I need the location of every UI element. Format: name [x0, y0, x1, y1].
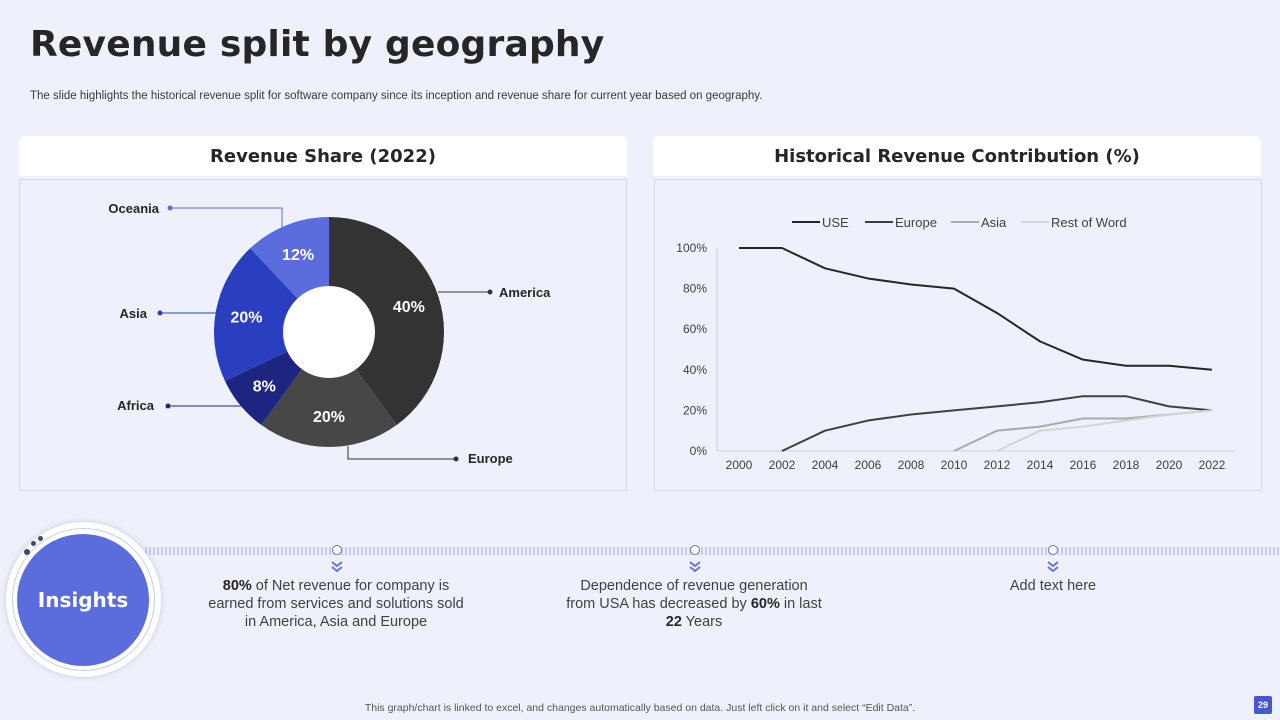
y-tick-label: 20%	[683, 403, 707, 417]
series-line-rest-of-word[interactable]	[996, 409, 1213, 452]
leader-dot-asia	[157, 310, 163, 316]
legend-label-use: USE	[822, 215, 849, 230]
y-tick-label: 80%	[683, 282, 707, 296]
chevron-down-icon	[331, 561, 343, 573]
pie-value-label-oceania: 12%	[282, 247, 314, 264]
insights-badge: Insights	[17, 534, 149, 666]
leader-line-europe	[347, 446, 456, 460]
x-tick-label: 2014	[1027, 458, 1054, 472]
x-tick-label: 2008	[898, 458, 925, 472]
x-tick-label: 2016	[1070, 458, 1097, 472]
leader-dot-america	[487, 289, 493, 295]
x-tick-label: 2018	[1113, 458, 1140, 472]
decor-dot	[38, 536, 43, 541]
decor-dot	[31, 541, 36, 546]
series-line-use[interactable]	[739, 247, 1213, 371]
chevron-down-icon	[1047, 561, 1059, 573]
pie-value-label-asia: 20%	[230, 309, 262, 326]
historical-contribution-heading: Historical Revenue Contribution (%)	[653, 136, 1261, 176]
pie-category-label-oceania: Oceania	[108, 201, 159, 216]
y-tick-label: 0%	[690, 444, 708, 458]
pie-value-label-europe: 20%	[313, 409, 345, 426]
x-tick-label: 2022	[1199, 458, 1226, 472]
series-line-europe[interactable]	[781, 395, 1213, 452]
insight-text-1: 80% of Net revenue for company is earned…	[208, 578, 464, 630]
leader-dot-oceania	[167, 205, 173, 211]
x-tick-label: 2012	[984, 458, 1011, 472]
x-tick-label: 2020	[1156, 458, 1183, 472]
insights-badge-ring	[12, 528, 155, 671]
legend-label-rest-of-word: Rest of Word	[1051, 215, 1127, 230]
pie-slice-america[interactable]	[329, 217, 444, 426]
timeline-marker	[690, 545, 700, 555]
donut-hole	[283, 286, 375, 378]
insight-text-2: Dependence of revenue generation from US…	[566, 578, 822, 630]
pie-category-label-europe: Europe	[468, 451, 513, 466]
legend-label-europe: Europe	[895, 215, 937, 230]
footer-note: This graph/chart is linked to excel, and…	[364, 702, 916, 714]
leader-line-oceania	[170, 207, 283, 230]
y-tick-label: 100%	[676, 241, 707, 255]
series-line-asia[interactable]	[953, 409, 1213, 452]
x-tick-label: 2004	[812, 458, 839, 472]
y-tick-label: 40%	[683, 363, 707, 377]
leader-dot-africa	[165, 403, 171, 409]
chevron-down-icon	[689, 561, 701, 573]
x-tick-label: 2000	[726, 458, 753, 472]
legend-label-asia: Asia	[981, 215, 1007, 230]
pie-category-label-asia: Asia	[120, 306, 148, 321]
leader-dot-europe	[453, 456, 459, 462]
x-tick-label: 2010	[941, 458, 968, 472]
pie-value-label-africa: 8%	[253, 379, 276, 396]
page-number: 29	[1254, 696, 1272, 714]
pie-slice-asia[interactable]	[214, 248, 329, 381]
donut-chart[interactable]: 40% 20% 8% 20% 12% America Europe Africa Asia Oc…	[20, 180, 626, 490]
historical-contribution-chart-panel[interactable]: USE Europe Asia Rest of Word 0% 20% 40% 60% 80%…	[654, 179, 1262, 491]
revenue-share-heading: Revenue Share (2022)	[19, 136, 627, 176]
timeline-marker	[332, 545, 342, 555]
insights-timeline	[145, 547, 1280, 555]
timeline-marker	[1048, 545, 1058, 555]
insight-text-3: Add text here	[1009, 578, 1097, 594]
slide-title: Revenue split by geography	[30, 24, 605, 65]
decor-dot	[24, 549, 30, 555]
revenue-share-chart-panel[interactable]: 40% 20% 8% 20% 12% America Europe Africa Asia Oc…	[19, 179, 627, 491]
slide-subtitle: The slide highlights the historical reve…	[30, 90, 763, 102]
x-tick-label: 2006	[855, 458, 882, 472]
pie-value-label-america: 40%	[393, 299, 425, 316]
line-chart[interactable]: USE Europe Asia Rest of Word 0% 20% 40% 60% 80%…	[655, 180, 1261, 490]
pie-category-label-america: America	[499, 285, 551, 300]
x-tick-label: 2002	[769, 458, 796, 472]
pie-slice-europe[interactable]	[261, 332, 397, 448]
y-tick-label: 60%	[683, 322, 707, 336]
pie-category-label-africa: Africa	[117, 398, 155, 413]
